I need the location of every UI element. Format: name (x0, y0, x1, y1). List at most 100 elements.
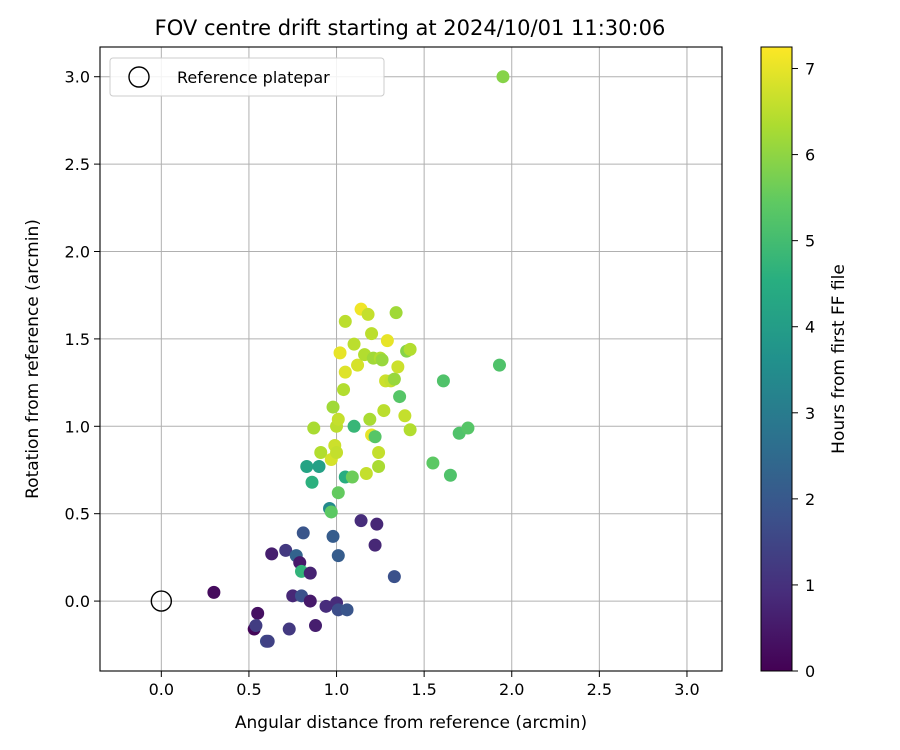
data-point (314, 446, 328, 460)
data-point (282, 622, 296, 636)
data-point (403, 342, 417, 356)
data-point (398, 409, 412, 423)
data-point (359, 466, 373, 480)
data-point (443, 468, 457, 482)
data-point (324, 505, 338, 519)
data-point (326, 529, 340, 543)
data-point (389, 306, 403, 320)
colorbar-label: Hours from first FF file (829, 264, 849, 454)
colorbar-tick-label: 2 (805, 490, 815, 509)
chart-title: FOV centre drift starting at 2024/10/01 … (155, 16, 666, 40)
data-point (351, 358, 365, 372)
colorbar: 0 1 2 3 4 5 6 7 Hours from first FF file (760, 46, 849, 681)
colorbar-gradient (760, 46, 793, 672)
x-tick-label: 3.0 (674, 680, 699, 699)
data-point (331, 486, 345, 500)
y-tick-label: 2.0 (65, 243, 90, 262)
data-point (312, 459, 326, 473)
legend-marker (128, 66, 150, 88)
data-point (296, 526, 310, 540)
y-axis-label: Rotation from reference (arcmin) (23, 219, 43, 499)
data-point (340, 603, 354, 617)
data-point (307, 421, 321, 435)
grid (100, 47, 722, 671)
legend-box (109, 57, 385, 97)
data-point (265, 547, 279, 561)
data-point (387, 372, 401, 386)
y-tick-label: 3.0 (65, 68, 90, 87)
data-point (368, 430, 382, 444)
reference-marker (150, 590, 173, 612)
data-point (338, 314, 352, 328)
data-point (333, 346, 347, 360)
x-tick-label: 1.5 (411, 680, 436, 699)
data-point (347, 419, 361, 433)
colorbar-tick-label: 4 (805, 318, 815, 337)
data-point (326, 400, 340, 414)
data-point (403, 423, 417, 437)
data-point (338, 365, 352, 379)
data-point (251, 606, 265, 620)
data-point (331, 549, 345, 563)
x-tick-label: 2.5 (587, 680, 612, 699)
data-point (380, 334, 394, 348)
data-point (496, 70, 510, 84)
data-point (372, 446, 386, 460)
colorbar-ticks: 0 1 2 3 4 5 6 7 (792, 60, 815, 681)
legend: Reference platepar (109, 57, 385, 97)
data-point (368, 538, 382, 552)
data-point (303, 594, 317, 608)
y-tick-label: 2.5 (65, 155, 90, 174)
data-point (361, 307, 375, 321)
colorbar-tick-label: 7 (805, 60, 815, 79)
y-tick-label: 0.5 (65, 505, 90, 524)
data-point (300, 459, 314, 473)
data-point (249, 619, 263, 633)
colorbar-tick-label: 6 (805, 146, 815, 165)
x-axis: 0.0 0.5 1.0 1.5 2.0 2.5 3.0 (149, 671, 700, 699)
data-point (347, 337, 361, 351)
data-point (436, 374, 450, 388)
data-point (370, 517, 384, 531)
data-point (387, 570, 401, 584)
data-point (375, 353, 389, 367)
data-point (393, 390, 407, 404)
data-point (261, 634, 275, 648)
x-tick-label: 2.0 (499, 680, 524, 699)
data-point (309, 619, 323, 633)
data-point (391, 360, 405, 374)
data-point (377, 404, 391, 418)
data-point (207, 585, 221, 599)
data-point (365, 327, 379, 341)
plot-frame (99, 46, 723, 672)
x-tick-label: 0.0 (149, 680, 174, 699)
data-point (492, 358, 506, 372)
y-tick-label: 0.0 (65, 592, 90, 611)
data-point (319, 599, 333, 613)
data-point (354, 514, 368, 528)
data-point (345, 470, 359, 484)
data-point (303, 566, 317, 580)
scatter-points (207, 70, 510, 648)
colorbar-tick-label: 0 (805, 662, 815, 681)
x-tick-label: 0.5 (236, 680, 261, 699)
colorbar-tick-label: 1 (805, 576, 815, 595)
colorbar-tick-label: 3 (805, 404, 815, 423)
data-point (279, 543, 293, 557)
data-point (305, 475, 319, 489)
data-point (331, 412, 345, 426)
data-point (337, 383, 351, 397)
data-point (426, 456, 440, 470)
legend-entry: Reference platepar (177, 68, 330, 87)
x-tick-label: 1.0 (324, 680, 349, 699)
data-point (330, 446, 344, 460)
colorbar-tick-label: 5 (805, 232, 815, 251)
x-axis-label: Angular distance from reference (arcmin) (235, 713, 587, 733)
y-axis: 0.0 0.5 1.0 1.5 2.0 2.5 3.0 (65, 68, 100, 611)
data-point (363, 412, 377, 426)
y-tick-label: 1.5 (65, 330, 90, 349)
plot-background (100, 47, 722, 671)
data-point (372, 459, 386, 473)
plot-area (99, 46, 723, 672)
